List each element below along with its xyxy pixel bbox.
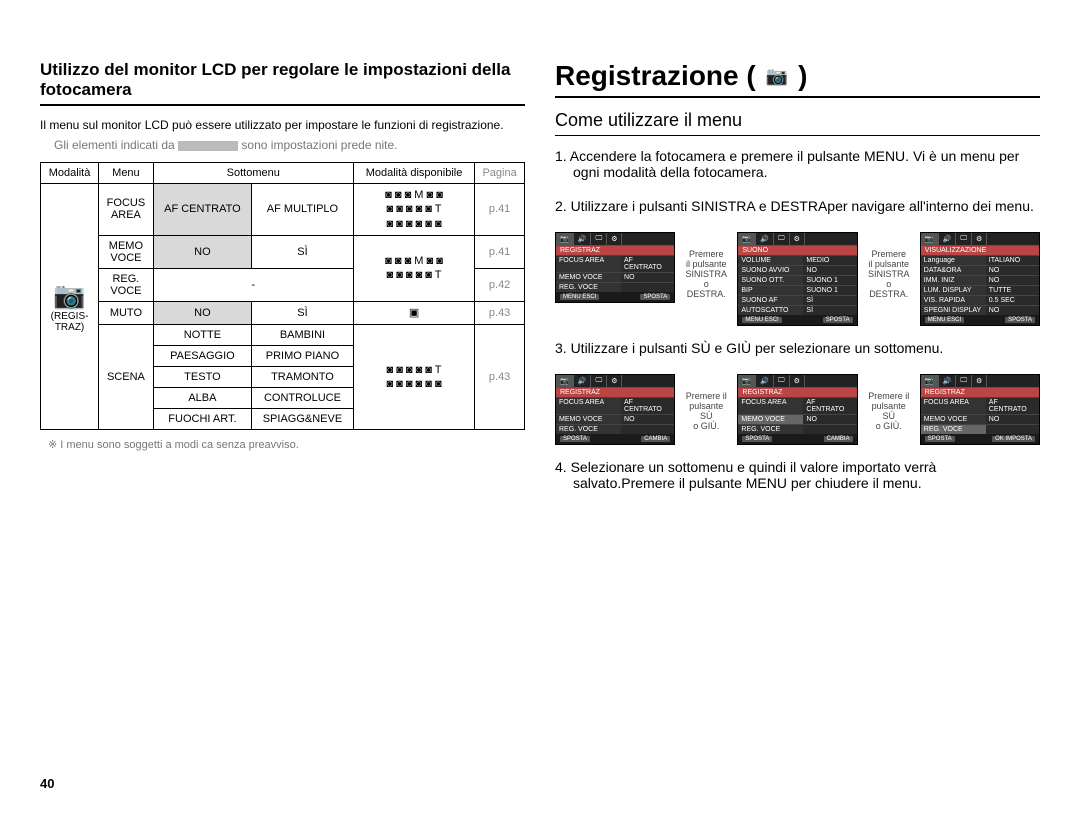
mode-icons: ◙ ◙ ◙ ◙ ◙ T ◙ ◙ ◙ ◙ ◙ ◙ xyxy=(353,325,474,430)
lcd-screen: 📷🔊🖵⚙REGISTRAZFOCUS AREAAF CENTRATOMEMO V… xyxy=(737,374,857,445)
sub-cell: NOTTE xyxy=(153,325,251,346)
camera-icon: 📷 xyxy=(45,280,94,311)
sub-cell: - xyxy=(153,268,353,301)
step-3: 3. Utilizzare i pulsanti SÙ e GIÙ per se… xyxy=(555,340,1040,356)
note-suffix: sono impostazioni prede nite. xyxy=(241,138,397,152)
modalita-label: (REGIS- TRAZ) xyxy=(45,311,94,333)
right-title-suffix: ) xyxy=(798,60,807,92)
sub-cell: SPIAGG&NEVE xyxy=(252,409,354,430)
table-row: MUTO NO SÌ ▣ p.43 xyxy=(41,301,525,324)
arrow-label: Premere il pulsante SINISTRA o DESTRA. xyxy=(866,232,912,299)
th-pagina: Pagina xyxy=(475,163,525,184)
menu-cell: SCENA xyxy=(99,325,154,430)
step-1: 1. Accendere la fotocamera e premere il … xyxy=(555,148,1040,180)
th-disponibile: Modalità disponibile xyxy=(353,163,474,184)
table-row: SCENA NOTTE BAMBINI ◙ ◙ ◙ ◙ ◙ T ◙ ◙ ◙ ◙ … xyxy=(41,325,525,346)
grey-swatch xyxy=(178,141,238,151)
arrow-label: Premere il pulsante SÙ o GIÙ. xyxy=(866,374,912,432)
lcd-screen: 📷🔊🖵⚙SUONOVOLUMEMEDIOSUONO AVVIONOSUONO O… xyxy=(737,232,857,326)
sub-cell: SÌ xyxy=(252,235,354,268)
step-4: 4. Selezionare un sottomenu e quindi il … xyxy=(555,459,1040,491)
arrow-label: Premere il pulsante SÙ o GIÙ. xyxy=(683,374,729,432)
sub-cell: FUOCHI ART. xyxy=(153,409,251,430)
sub-cell: PRIMO PIANO xyxy=(252,346,354,367)
screens-row-2: 📷🔊🖵⚙REGISTRAZFOCUS AREAAF CENTRATOMEMO V… xyxy=(555,374,1040,445)
left-intro: Il menu sul monitor LCD può essere utili… xyxy=(40,118,525,132)
menu-cell: MEMO VOCE xyxy=(99,235,154,268)
sub-cell: ALBA xyxy=(153,388,251,409)
steps-list: 4. Selezionare un sottomenu e quindi il … xyxy=(555,459,1040,491)
lcd-screen: 📷🔊🖵⚙REGISTRAZFOCUS AREAAF CENTRATOMEMO V… xyxy=(555,374,675,445)
mode-icons: ◙ ◙ ◙ M ◙ ◙ ◙ ◙ ◙ ◙ ◙ T ◙ ◙ ◙ ◙ ◙ ◙ xyxy=(353,184,474,236)
footnote-text: I menu sono soggetti a modi ca senza pre… xyxy=(60,439,298,451)
left-footnote: ※ I menu sono soggetti a modi ca senza p… xyxy=(40,438,525,451)
menu-table: Modalità Menu Sottomenu Modalità disponi… xyxy=(40,162,525,430)
page-cell: p.41 xyxy=(475,184,525,236)
lcd-screen: 📷🔊🖵⚙VISUALIZZAZIONELanguageITALIANODATA&… xyxy=(920,232,1040,326)
sub-cell: SÌ xyxy=(252,301,354,324)
th-menu: Menu xyxy=(99,163,154,184)
steps-list: 3. Utilizzare i pulsanti SÙ e GIÙ per se… xyxy=(555,340,1040,356)
steps-list: 1. Accendere la fotocamera e premere il … xyxy=(555,148,1040,214)
sub-cell: CONTROLUCE xyxy=(252,388,354,409)
page-number: 40 xyxy=(40,776,54,791)
page-cell: p.43 xyxy=(475,325,525,430)
mode-icons: ◙ ◙ ◙ M ◙ ◙ ◙ ◙ ◙ ◙ ◙ T xyxy=(353,235,474,301)
left-column: Utilizzo del monitor LCD per regolare le… xyxy=(40,60,525,509)
sub-cell: AF CENTRATO xyxy=(153,184,251,236)
sub-cell: NO xyxy=(153,301,251,324)
left-title: Utilizzo del monitor LCD per regolare le… xyxy=(40,60,525,106)
menu-cell: REG. VOCE xyxy=(99,268,154,301)
th-modalita: Modalità xyxy=(41,163,99,184)
page-cell: p.41 xyxy=(475,235,525,268)
modalita-cell: 📷 (REGIS- TRAZ) xyxy=(41,184,99,430)
sub-cell: TRAMONTO xyxy=(252,367,354,388)
sub-cell: PAESAGGIO xyxy=(153,346,251,367)
th-sottomenu: Sottomenu xyxy=(153,163,353,184)
note-prefix: Gli elementi indicati da xyxy=(54,138,175,152)
lcd-screen: 📷🔊🖵⚙REGISTRAZFOCUS AREAAF CENTRATOMEMO V… xyxy=(555,232,675,303)
table-header-row: Modalità Menu Sottomenu Modalità disponi… xyxy=(41,163,525,184)
step-2: 2. Utilizzare i pulsanti SINISTRA e DEST… xyxy=(555,198,1040,214)
sub-cell: BAMBINI xyxy=(252,325,354,346)
mode-icons: ▣ xyxy=(353,301,474,324)
sub-cell: NO xyxy=(153,235,251,268)
page-cell: p.43 xyxy=(475,301,525,324)
menu-cell: FOCUS AREA xyxy=(99,184,154,236)
page-cell: p.42 xyxy=(475,268,525,301)
right-subtitle: Come utilizzare il menu xyxy=(555,110,1040,136)
sub-cell: TESTO xyxy=(153,367,251,388)
table-row: MEMO VOCE NO SÌ ◙ ◙ ◙ M ◙ ◙ ◙ ◙ ◙ ◙ ◙ T … xyxy=(41,235,525,268)
screens-row-1: 📷🔊🖵⚙REGISTRAZFOCUS AREAAF CENTRATOMEMO V… xyxy=(555,232,1040,326)
right-title: Registrazione ( 📷 ) xyxy=(555,60,1040,98)
right-column: Registrazione ( 📷 ) Come utilizzare il m… xyxy=(555,60,1040,509)
right-title-text: Registrazione ( xyxy=(555,60,756,92)
left-note: Gli elementi indicati da sono impostazio… xyxy=(40,138,525,152)
menu-cell: MUTO xyxy=(99,301,154,324)
camera-icon: 📷 xyxy=(766,66,788,87)
arrow-label: Premere il pulsante SINISTRA o DESTRA. xyxy=(683,232,729,299)
sub-cell: AF MULTIPLO xyxy=(252,184,354,236)
table-row: 📷 (REGIS- TRAZ) FOCUS AREA AF CENTRATO A… xyxy=(41,184,525,236)
lcd-screen: 📷🔊🖵⚙REGISTRAZFOCUS AREAAF CENTRATOMEMO V… xyxy=(920,374,1040,445)
